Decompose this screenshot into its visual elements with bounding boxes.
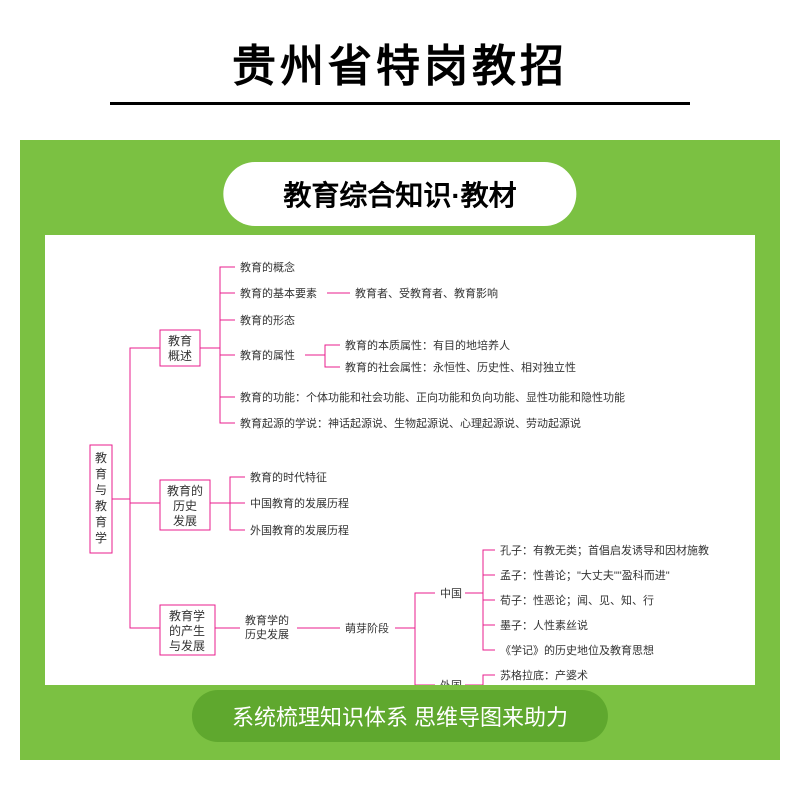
leaf: 教育的属性 xyxy=(240,348,295,362)
leaf: 《学记》的历史地位及教育思想 xyxy=(500,643,654,657)
leaf: 教育的形态 xyxy=(240,313,295,327)
svg-text:历史: 历史 xyxy=(173,499,197,513)
svg-text:教育学: 教育学 xyxy=(169,608,205,623)
svg-text:与发展: 与发展 xyxy=(169,638,205,653)
leaf: 历史发展 xyxy=(245,627,289,641)
leaf: 墨子：人性素丝说 xyxy=(500,618,588,632)
svg-text:教育的: 教育的 xyxy=(167,483,203,498)
svg-text:概述: 概述 xyxy=(168,349,192,363)
leaf: 教育的本质属性：有目的地培养人 xyxy=(345,338,510,352)
leaf: 外国 xyxy=(440,679,462,685)
footer-text: 系统梳理知识体系 思维导图来助力 xyxy=(192,690,608,742)
leaf: 中国 xyxy=(440,587,462,600)
svg-text:教育: 教育 xyxy=(168,333,192,348)
leaf: 苏格拉底：产婆术 xyxy=(500,668,588,682)
leaf: 荀子：性恶论；闻、见、知、行 xyxy=(500,593,654,607)
leaf: 教育的基本要素 xyxy=(240,286,317,300)
leaf: 孔子：有教无类；首倡启发诱导和因材施教 xyxy=(500,543,709,557)
svg-text:教: 教 xyxy=(95,450,107,465)
leaf: 孟子：性善论；"大丈夫""盈科而进" xyxy=(500,568,670,582)
subtitle: 教育综合知识·教材 xyxy=(223,162,576,226)
leaf: 教育起源的学说：神话起源说、生物起源说、心理起源说、劳动起源说 xyxy=(240,416,581,430)
svg-text:发展: 发展 xyxy=(173,513,197,528)
mindmap-svg: 教 育 与 教 育 学 教育 概述 教育的概念 教育的基本要素 教育者、受教 xyxy=(45,235,755,685)
svg-text:育: 育 xyxy=(95,466,107,481)
title-underline xyxy=(110,102,690,105)
svg-text:教: 教 xyxy=(95,498,107,513)
leaf: 教育的社会属性：永恒性、历史性、相对独立性 xyxy=(345,360,576,374)
mindmap: 教 育 与 教 育 学 教育 概述 教育的概念 教育的基本要素 教育者、受教 xyxy=(45,235,755,685)
leaf: 中国教育的发展历程 xyxy=(250,496,349,510)
leaf: 萌芽阶段 xyxy=(345,621,389,635)
leaf: 教育的时代特征 xyxy=(250,470,327,484)
content-panel: 教育综合知识·教材 教 育 与 教 育 学 教育 概述 xyxy=(20,140,780,760)
leaf: 教育的概念 xyxy=(240,260,295,274)
svg-text:的产生: 的产生 xyxy=(169,623,205,638)
leaf: 教育的功能：个体功能和社会功能、正向功能和负向功能、显性功能和隐性功能 xyxy=(240,390,625,404)
leaf: 教育学的 xyxy=(245,613,289,627)
svg-text:育: 育 xyxy=(95,514,107,529)
leaf: 教育者、受教育者、教育影响 xyxy=(355,286,498,300)
svg-text:学: 学 xyxy=(95,530,107,545)
leaf: 外国教育的发展历程 xyxy=(250,523,349,537)
svg-text:与: 与 xyxy=(95,483,107,497)
page-title: 贵州省特岗教招 xyxy=(0,30,800,94)
